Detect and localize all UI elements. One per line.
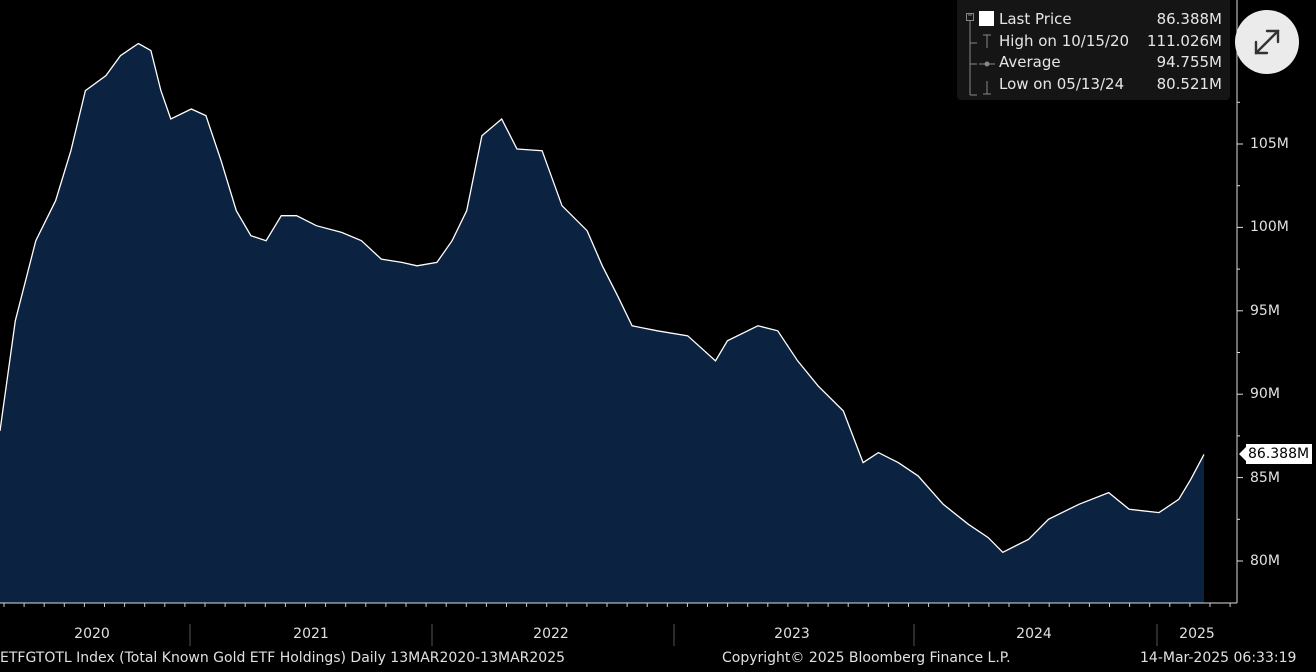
y-tick-label: 105M	[1250, 136, 1289, 152]
x-tick-label: 2020	[74, 626, 110, 642]
series-area	[0, 43, 1204, 603]
x-tick-label: 2022	[533, 626, 569, 642]
series-line	[0, 42, 1205, 554]
y-tick-label: 100M	[1250, 219, 1289, 236]
axis-layer	[0, 0, 1243, 646]
footer-copyright: Copyright© 2025 Bloomberg Finance L.P.	[722, 650, 1011, 666]
legend-item-high[interactable]: High on 10/15/20 111.026M	[999, 32, 1222, 53]
legend-item-average[interactable]: Average 94.755M	[999, 53, 1222, 74]
y-tick-label: 80M	[1250, 553, 1280, 569]
average-marker-icon	[979, 61, 995, 67]
legend-label: Average	[999, 53, 1061, 71]
x-tick-label: 2023	[774, 626, 810, 642]
x-tick-label: 2024	[1016, 626, 1052, 642]
footer-timestamp: 14-Mar-2025 06:33:19	[1140, 650, 1297, 666]
legend-value: 111.026M	[1147, 32, 1222, 50]
y-tick-label: 90M	[1250, 386, 1280, 403]
low-marker-icon	[983, 81, 991, 95]
legend-label: Low on 05/13/24	[999, 75, 1125, 93]
x-tick-label: 2021	[293, 626, 329, 642]
legend: Last Price 86.388M High on 10/15/20 111.…	[957, 0, 1230, 100]
y-tick-label: 95M	[1250, 302, 1280, 319]
legend-item-last-price[interactable]: Last Price 86.388M	[999, 10, 1222, 31]
legend-label: Last Price	[999, 10, 1072, 28]
last-value-label: 86.388M	[1238, 444, 1313, 464]
legend-item-low[interactable]: Low on 05/13/24 80.521M	[999, 75, 1222, 96]
expand-button[interactable]	[1235, 10, 1299, 74]
white-square-icon	[979, 11, 994, 26]
legend-label: High on 10/15/20	[999, 32, 1130, 50]
legend-tree-icons	[966, 11, 995, 96]
legend-value: 80.521M	[1156, 75, 1222, 93]
y-tick-label: 85M	[1250, 469, 1280, 486]
legend-value: 94.755M	[1156, 53, 1222, 71]
area-layer	[0, 42, 1205, 603]
legend-value: 86.388M	[1156, 10, 1222, 28]
expand-arrows-icon	[1254, 29, 1280, 55]
high-marker-icon	[983, 34, 991, 48]
x-tick-label: 2025	[1179, 626, 1215, 642]
footer-index-description: ETFGTOTL Index (Total Known Gold ETF Hol…	[0, 650, 566, 666]
